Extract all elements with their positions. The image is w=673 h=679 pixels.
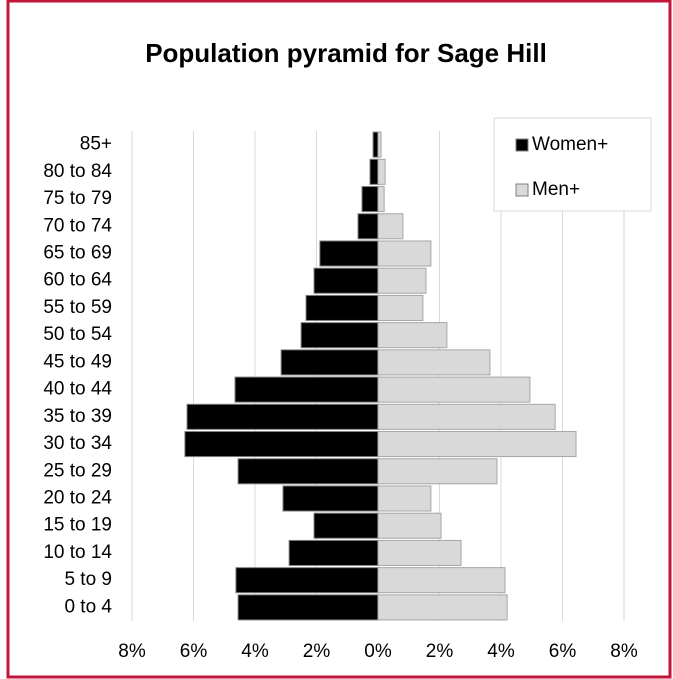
- y-tick-label: 35 to 39: [43, 406, 112, 427]
- bar: [237, 594, 379, 621]
- bar: [369, 158, 379, 185]
- x-tick-label: 4%: [241, 641, 269, 662]
- bar: [377, 458, 498, 485]
- bar: [377, 485, 432, 512]
- bar: [377, 512, 442, 539]
- bar: [377, 267, 427, 294]
- y-tick-label: 85+: [80, 134, 112, 155]
- y-tick-label: 65 to 69: [43, 243, 112, 264]
- bar: [234, 376, 379, 403]
- y-tick-label: 40 to 44: [43, 379, 112, 400]
- chart-title: Population pyramid for Sage Hill: [145, 38, 547, 68]
- y-tick-label: 0 to 4: [64, 596, 112, 617]
- x-tick-label: 4%: [487, 641, 515, 662]
- bar: [186, 403, 379, 430]
- bar: [319, 240, 379, 267]
- legend-label: Men+: [532, 179, 580, 200]
- bar: [377, 240, 432, 267]
- x-tick-label: 2%: [426, 641, 454, 662]
- y-tick-label: 15 to 19: [43, 515, 112, 536]
- y-tick-label: 25 to 29: [43, 460, 112, 481]
- x-tick-label: 6%: [180, 641, 208, 662]
- bar: [377, 131, 382, 158]
- y-tick-label: 80 to 84: [43, 161, 112, 182]
- y-tick-label: 60 to 64: [43, 270, 112, 291]
- y-tick-label: 30 to 34: [43, 433, 112, 454]
- bar: [305, 294, 379, 321]
- y-tick-label: 50 to 54: [43, 324, 112, 345]
- x-tick-label: 8%: [118, 641, 146, 662]
- bar: [282, 485, 379, 512]
- y-tick-label: 20 to 24: [43, 488, 112, 509]
- y-tick-label: 10 to 14: [43, 542, 112, 563]
- bar: [377, 322, 448, 349]
- bar: [377, 567, 506, 594]
- legend-box: [493, 117, 652, 212]
- y-tick-label: 5 to 9: [64, 569, 112, 590]
- bar: [377, 186, 385, 213]
- bar: [377, 431, 577, 458]
- bar: [377, 539, 462, 566]
- legend-label: Women+: [532, 134, 608, 155]
- bar: [377, 403, 556, 430]
- legend-swatch: [515, 138, 529, 152]
- bar: [237, 458, 379, 485]
- y-tick-label: 55 to 59: [43, 297, 112, 318]
- bar: [377, 213, 404, 240]
- y-tick-label: 70 to 74: [43, 215, 112, 236]
- bar: [280, 349, 379, 376]
- bar: [300, 322, 379, 349]
- legend-swatch: [515, 183, 529, 197]
- y-tick-label: 45 to 49: [43, 351, 112, 372]
- y-tick-label: 75 to 79: [43, 188, 112, 209]
- bar: [313, 512, 379, 539]
- x-tick-label: 8%: [610, 641, 638, 662]
- bar: [361, 186, 379, 213]
- bar: [313, 267, 379, 294]
- bar: [288, 539, 379, 566]
- bar: [184, 431, 379, 458]
- bar: [377, 376, 531, 403]
- bar: [372, 131, 379, 158]
- x-tick-label: 2%: [303, 641, 331, 662]
- bar: [235, 567, 379, 594]
- bar: [357, 213, 379, 240]
- bar: [377, 349, 491, 376]
- x-tick-label: 0%: [364, 641, 392, 662]
- bar: [377, 594, 508, 621]
- bar: [377, 294, 424, 321]
- x-tick-label: 6%: [549, 641, 577, 662]
- bar: [377, 158, 386, 185]
